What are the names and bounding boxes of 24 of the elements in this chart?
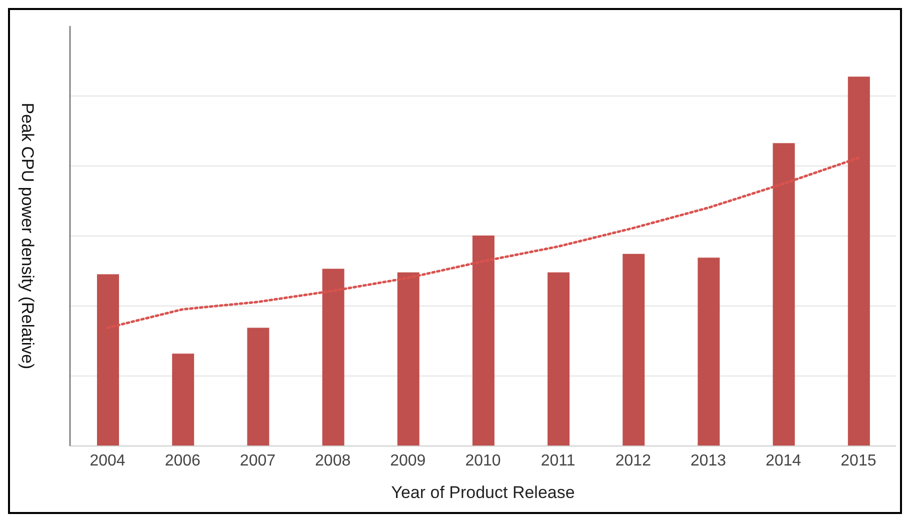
x-tick-label: 2013: [690, 452, 726, 470]
bar: [548, 272, 570, 446]
x-tick-label: 2012: [615, 452, 652, 470]
bar: [97, 274, 119, 446]
x-tick-label: 2009: [390, 452, 426, 470]
bar: [397, 272, 420, 446]
x-tick-label: 2014: [766, 452, 802, 470]
y-axis-title: Peak CPU power density (Relative): [18, 102, 37, 370]
bar: [247, 328, 270, 446]
x-tick-label: 2004: [90, 452, 126, 470]
x-axis-title: Year of Product Release: [391, 483, 575, 502]
bar: [772, 143, 795, 446]
x-tick-label: 2011: [540, 452, 576, 470]
bar: [472, 235, 494, 446]
bar: [322, 268, 344, 446]
x-tick-label: 2008: [315, 452, 351, 470]
bar: [622, 254, 645, 446]
x-tick-label: 2015: [840, 452, 876, 470]
x-tick-label: 2007: [240, 452, 276, 470]
bar: [172, 354, 194, 446]
bar: [698, 258, 720, 446]
x-tick-label: 2006: [164, 452, 201, 470]
bar: [848, 76, 870, 446]
x-tick-label: 2010: [465, 452, 501, 470]
